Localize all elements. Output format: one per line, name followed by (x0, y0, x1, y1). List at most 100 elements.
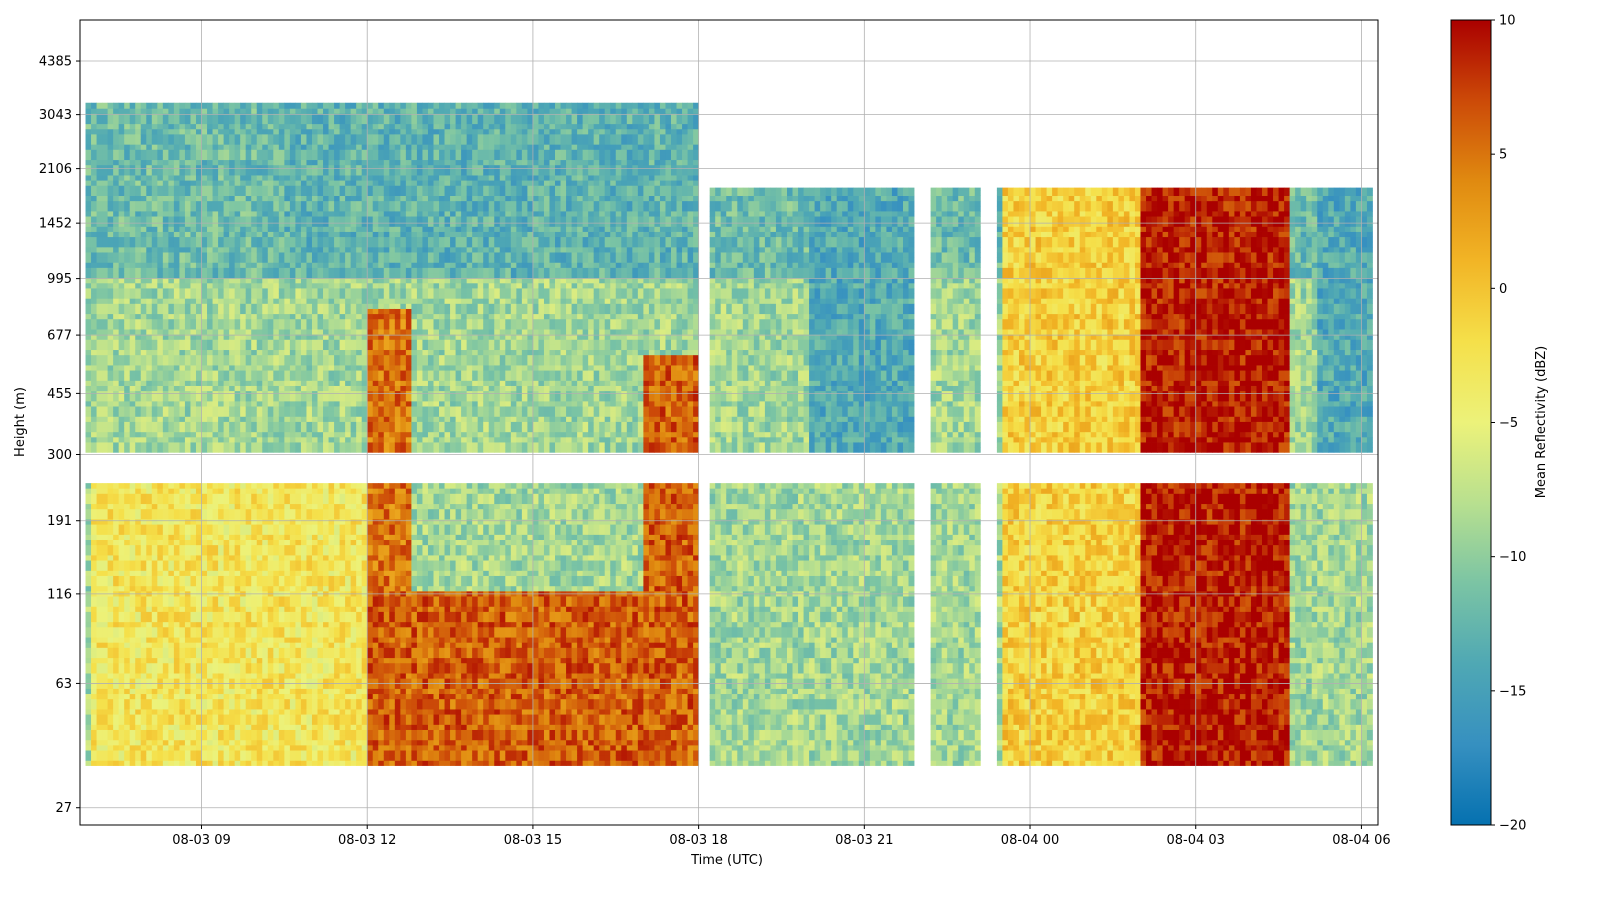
heatmap-cell (168, 658, 174, 664)
heatmap-cell (174, 416, 180, 422)
heatmap-cell (113, 350, 119, 356)
heatmap-cell (130, 550, 136, 556)
heatmap-cell (141, 606, 147, 612)
heatmap-cell (284, 160, 290, 166)
heatmap-cell (273, 185, 279, 191)
heatmap-cell (179, 170, 185, 176)
heatmap-cell (235, 596, 241, 602)
heatmap-cell (218, 432, 224, 438)
heatmap-cell (174, 524, 180, 530)
heatmap-cell (218, 637, 224, 643)
heatmap-cell (86, 555, 92, 561)
heatmap-cell (141, 689, 147, 695)
heatmap-cell (213, 155, 219, 161)
heatmap-cell (251, 221, 257, 227)
heatmap-cell (135, 581, 141, 587)
heatmap-cell (251, 683, 257, 689)
heatmap-cell (146, 386, 152, 392)
heatmap-cell (229, 190, 235, 196)
heatmap-cell (113, 647, 119, 653)
heatmap-cell (157, 288, 163, 294)
heatmap-cell (174, 283, 180, 289)
heatmap-cell (284, 694, 290, 700)
heatmap-cell (86, 447, 92, 453)
heatmap-cell (179, 750, 185, 756)
heatmap-cell (240, 699, 246, 705)
heatmap-cell (262, 683, 268, 689)
heatmap-cell (135, 668, 141, 674)
heatmap-cell (97, 632, 103, 638)
heatmap-cell (124, 653, 130, 659)
heatmap-cell (290, 201, 296, 207)
heatmap-cell (119, 129, 125, 135)
heatmap-cell (224, 190, 230, 196)
heatmap-cell (108, 668, 114, 674)
heatmap-cell (224, 345, 230, 351)
heatmap-cell (268, 709, 274, 715)
heatmap-cell (86, 519, 92, 525)
heatmap-cell (290, 273, 296, 279)
heatmap-cell (218, 242, 224, 248)
heatmap-cell (108, 108, 114, 114)
heatmap-cell (146, 519, 152, 525)
heatmap-cell (246, 175, 252, 181)
heatmap-cell (157, 252, 163, 258)
heatmap-cell (295, 129, 301, 135)
heatmap-cell (284, 375, 290, 381)
heatmap-cell (146, 735, 152, 741)
heatmap-cell (97, 232, 103, 238)
heatmap-cell (251, 329, 257, 335)
heatmap-cell (157, 247, 163, 253)
heatmap-cell (235, 750, 241, 756)
heatmap-cell (202, 601, 208, 607)
heatmap-cell (102, 632, 108, 638)
heatmap-cell (262, 534, 268, 540)
heatmap-cell (97, 165, 103, 171)
heatmap-cell (86, 668, 92, 674)
heatmap-cell (86, 103, 92, 104)
heatmap-cell (152, 596, 158, 602)
heatmap-cell (240, 540, 246, 546)
heatmap-cell (246, 339, 252, 345)
heatmap-cell (174, 606, 180, 612)
heatmap-cell (130, 724, 136, 730)
heatmap-cell (246, 242, 252, 248)
heatmap-cell (279, 422, 285, 428)
heatmap-cell (146, 206, 152, 212)
heatmap-cell (273, 350, 279, 356)
heatmap-cell (102, 719, 108, 725)
heatmap-cell (124, 683, 130, 689)
heatmap-cell (113, 678, 119, 684)
heatmap-cell (130, 103, 136, 109)
heatmap-cell (268, 570, 274, 576)
heatmap-cell (290, 103, 296, 104)
heatmap-cell (235, 396, 241, 402)
heatmap-cell (196, 185, 202, 191)
heatmap-cell (179, 637, 185, 643)
heatmap-cell (224, 432, 230, 438)
heatmap-cell (213, 262, 219, 268)
heatmap-cell (141, 663, 147, 669)
heatmap-cell (185, 555, 191, 561)
heatmap-cell (97, 206, 103, 212)
heatmap-cell (124, 170, 130, 176)
heatmap-cell (174, 401, 180, 407)
heatmap-cell (262, 617, 268, 623)
heatmap-cell (207, 493, 213, 499)
heatmap-cell (97, 422, 103, 428)
heatmap-cell (130, 601, 136, 607)
heatmap-cell (218, 180, 224, 186)
heatmap-cell (290, 252, 296, 258)
heatmap-cell (262, 714, 268, 720)
heatmap-cell (213, 576, 219, 582)
heatmap-cell (257, 103, 263, 104)
heatmap-cell (152, 514, 158, 520)
heatmap-cell (224, 668, 230, 674)
heatmap-cell (235, 529, 241, 535)
heatmap-cell (174, 262, 180, 268)
heatmap-cell (229, 252, 235, 258)
heatmap-cell (213, 504, 219, 510)
heatmap-cell (168, 386, 174, 392)
heatmap-cell (257, 206, 263, 212)
heatmap-cell (190, 755, 196, 761)
